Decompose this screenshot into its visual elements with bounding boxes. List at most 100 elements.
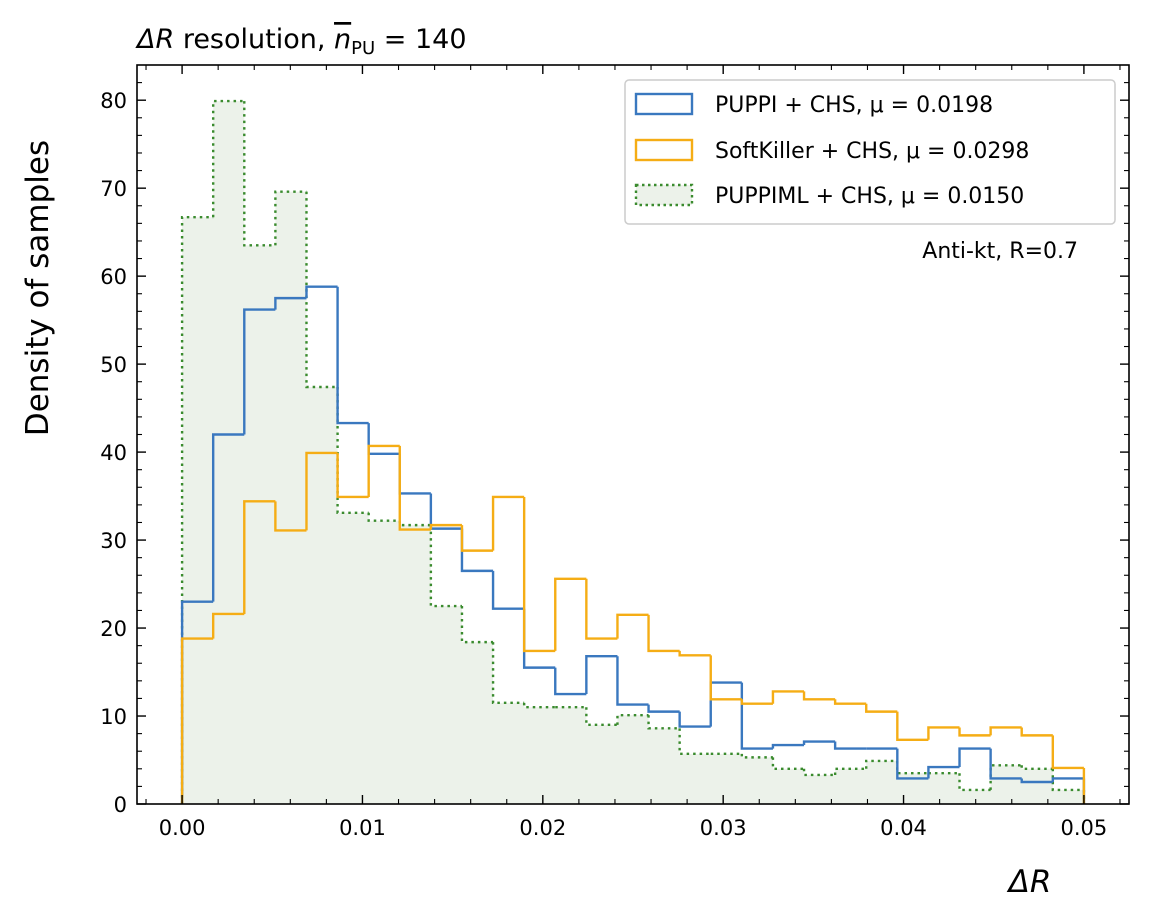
bin-puppi-chs: [585, 655, 618, 695]
bin-puppiml-chs: [274, 190, 307, 246]
x-axis-title: ΔR: [1007, 864, 1052, 900]
bin-puppiml-chs: [522, 702, 556, 709]
x-tick-label: 0.03: [700, 816, 747, 840]
title-n-bar: n: [334, 24, 351, 55]
legend: PUPPI + CHS, μ = 0.0198 SoftKiller + CHS…: [624, 79, 1116, 225]
legend-label-softkiller: SoftKiller + CHS, μ = 0.0298: [715, 139, 1029, 164]
chart-title: ΔR resolution, nPU = 140: [135, 24, 467, 59]
bin-softkiller-chs: [274, 501, 307, 532]
bin-puppi-chs: [367, 423, 400, 456]
bin-softkiller-chs: [585, 578, 618, 640]
bin-softkiller-chs: [616, 613, 649, 639]
bin-softkiller-chs: [740, 699, 773, 705]
bin-softkiller-chs: [709, 655, 742, 701]
bin-puppiml-chs: [678, 728, 711, 756]
bin-softkiller-chs: [958, 727, 991, 737]
series-softkiller-chs: [180, 444, 1086, 804]
bin-softkiller-chs: [989, 726, 1022, 736]
bin-puppiml-chs: [802, 768, 836, 777]
annotation-anti-kt: Anti-kt, R=0.7: [922, 239, 1078, 264]
bin-puppiml-chs: [989, 764, 1022, 790]
bin-softkiller-chs: [865, 703, 898, 713]
bin-puppi-chs: [771, 743, 805, 749]
bin-puppiml-chs: [211, 99, 245, 218]
legend-label-puppiml: PUPPIML + CHS, μ = 0.0150: [715, 184, 1024, 209]
bin-puppi-chs: [491, 570, 525, 610]
bin-puppiml-chs: [460, 606, 494, 644]
y-tick-label: 70: [100, 177, 127, 201]
bin-puppiml-chs: [865, 759, 898, 769]
bin-puppi-chs: [833, 741, 867, 750]
bin-softkiller-chs: [771, 690, 805, 704]
x-tick-label: 0.04: [880, 816, 927, 840]
bin-puppiml-chs: [833, 767, 867, 775]
bin-puppi-chs: [802, 740, 836, 746]
bin-puppiml-chs: [647, 715, 680, 730]
y-tick-label: 0: [114, 793, 127, 817]
bin-puppi-chs: [927, 765, 960, 779]
bin-puppiml-chs: [771, 757, 805, 771]
series-fill-puppiml-chs: [182, 101, 1084, 804]
bin-puppi-chs: [211, 433, 245, 602]
bin-puppiml-chs: [958, 773, 991, 792]
y-tick-label: 40: [100, 441, 127, 465]
bin-puppi-chs: [243, 308, 276, 435]
bin-softkiller-chs: [243, 500, 276, 614]
bin-softkiller-chs: [1051, 735, 1084, 770]
bin-softkiller-chs: [367, 444, 400, 497]
bin-puppiml-chs: [740, 753, 773, 759]
bin-softkiller-chs: [491, 495, 525, 551]
bin-softkiller-chs: [554, 577, 587, 651]
bin-puppiml-chs: [896, 760, 929, 775]
bin-puppi-chs: [429, 493, 462, 530]
bin-softkiller-chs: [180, 637, 214, 804]
x-tick-label: 0.05: [1061, 816, 1108, 840]
title-mid: resolution,: [174, 24, 334, 55]
bin-softkiller-chs: [398, 445, 431, 531]
bin-puppiml-chs: [491, 642, 525, 705]
legend-swatch-puppi: [634, 92, 694, 116]
y-tick-label: 10: [100, 705, 127, 729]
y-axis-title: Density of samples: [20, 140, 56, 436]
bin-puppiml-chs: [585, 707, 618, 727]
ticks-layer: 0.00 0.01 0.02 0.03 0.04 0.05 0 10 20 30 40 50 60 70 8…: [100, 65, 1129, 840]
y-tick-label: 30: [100, 529, 127, 553]
bin-puppi-chs: [554, 667, 587, 696]
bin-puppi-chs: [1020, 778, 1053, 784]
legend-box: [624, 79, 1116, 225]
bin-softkiller-chs: [802, 691, 836, 701]
bin-puppiml-chs: [367, 512, 400, 522]
bin-softkiller-chs: [336, 452, 369, 499]
bin-puppi-chs: [958, 747, 991, 768]
bin-puppi-chs: [336, 286, 369, 425]
x-tick-label: 0.01: [339, 816, 386, 840]
bin-softkiller-chs: [833, 699, 867, 705]
bin-puppi-chs: [740, 682, 773, 750]
bin-puppi-chs: [522, 608, 556, 669]
title-suffix: = 140: [375, 24, 466, 55]
legend-swatch-puppiml: [634, 183, 694, 207]
bin-softkiller-chs: [305, 451, 338, 531]
bin-puppiml-chs: [1020, 765, 1053, 771]
bin-softkiller-chs: [522, 496, 556, 653]
bin-puppiml-chs: [305, 191, 338, 389]
bin-puppi-chs: [305, 285, 338, 299]
bin-softkiller-chs: [896, 711, 929, 741]
bin-puppiml-chs: [429, 525, 462, 608]
bin-puppi-chs: [1051, 777, 1084, 783]
title-subscript: PU: [351, 38, 375, 59]
bin-puppi-chs: [896, 748, 929, 780]
x-tick-label: 0.02: [519, 816, 566, 840]
bin-softkiller-chs: [429, 523, 462, 530]
y-tick-label: 60: [100, 265, 127, 289]
y-tick-label: 50: [100, 353, 127, 377]
bin-softkiller-chs: [647, 614, 680, 653]
x-tick-label: 0.00: [159, 816, 206, 840]
bin-puppi-chs: [989, 748, 1022, 780]
series-layer: [180, 99, 1086, 804]
bin-puppi-chs: [647, 704, 680, 713]
legend-swatch-softkiller: [634, 138, 694, 162]
plot-frame: [136, 64, 1130, 805]
y-tick-label: 80: [100, 89, 127, 113]
